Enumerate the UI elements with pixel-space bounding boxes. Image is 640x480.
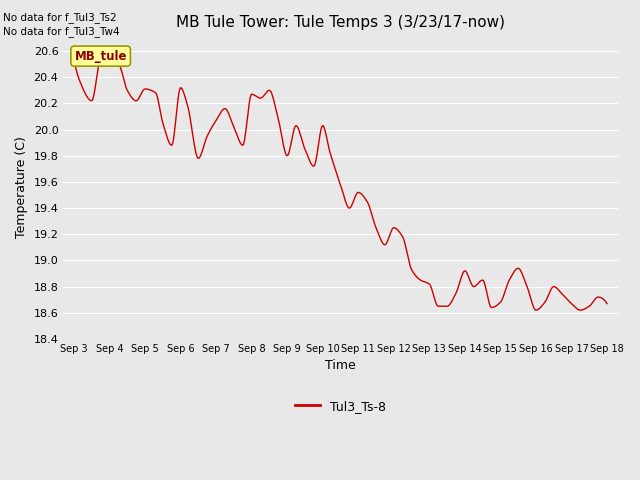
Title: MB Tule Tower: Tule Temps 3 (3/23/17-now): MB Tule Tower: Tule Temps 3 (3/23/17-now… (176, 15, 505, 30)
Text: No data for f_Tul3_Tw4: No data for f_Tul3_Tw4 (3, 26, 120, 37)
X-axis label: Time: Time (325, 360, 356, 372)
Legend: Tul3_Ts-8: Tul3_Ts-8 (290, 395, 391, 418)
Text: No data for f_Tul3_Ts2: No data for f_Tul3_Ts2 (3, 12, 117, 23)
Text: MB_tule: MB_tule (74, 49, 127, 62)
Y-axis label: Temperature (C): Temperature (C) (15, 136, 28, 238)
